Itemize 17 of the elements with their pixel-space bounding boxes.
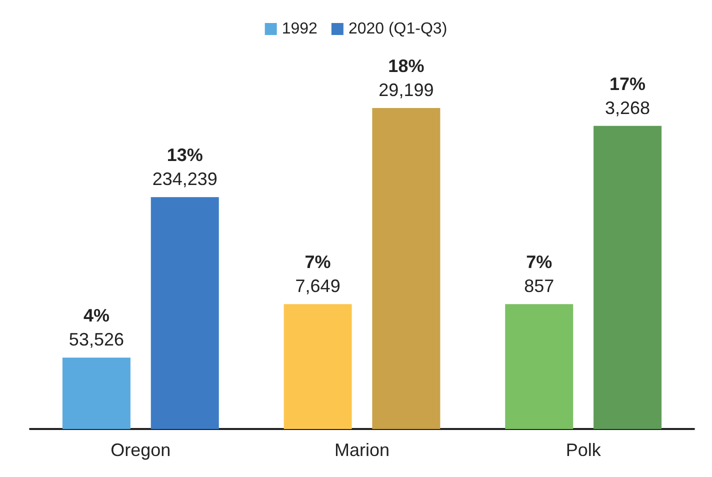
x-tick-label: Oregon — [110, 440, 171, 460]
bar — [372, 108, 440, 429]
bar — [150, 197, 219, 429]
data-label: 7% 857 — [524, 252, 554, 296]
data-label: 18% 29,199 — [378, 56, 434, 100]
bar — [62, 358, 130, 429]
x-tick-label: Marion — [334, 440, 390, 460]
data-label: 7% 7,649 — [295, 252, 340, 296]
bar — [505, 304, 574, 429]
data-label: 17% 3,268 — [605, 74, 650, 118]
legend-label: 2020 (Q1-Q3) — [348, 20, 448, 38]
legend-label: 1992 — [282, 20, 318, 38]
bar — [594, 126, 662, 429]
x-tick-label: Polk — [566, 440, 602, 460]
data-label: 4% 53,526 — [68, 306, 124, 350]
bar — [284, 304, 352, 429]
data-label: 13% 234,239 — [152, 145, 218, 190]
